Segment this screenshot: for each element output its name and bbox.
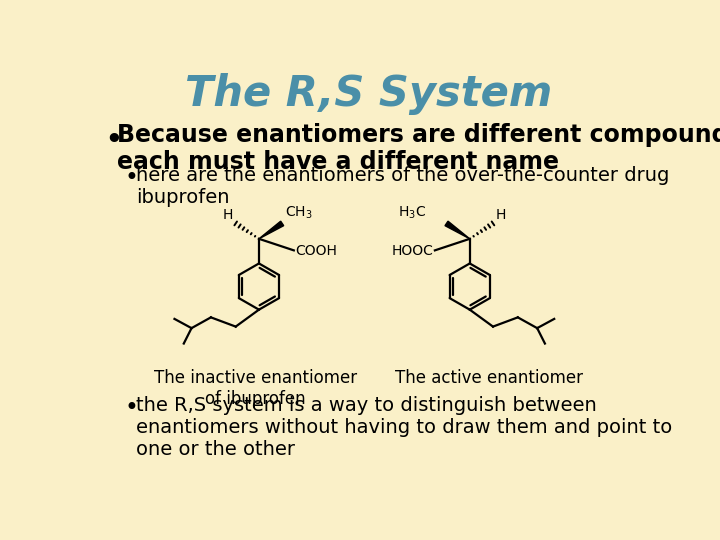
Text: H: H	[222, 208, 233, 222]
Text: •: •	[125, 396, 139, 420]
Text: H$_3$C: H$_3$C	[398, 205, 426, 221]
Text: the R,S system is a way to distinguish between
enantiomers without having to dra: the R,S system is a way to distinguish b…	[137, 396, 672, 459]
Polygon shape	[259, 221, 284, 239]
Text: HOOC: HOOC	[392, 244, 433, 258]
Text: The R,S System: The R,S System	[185, 73, 553, 115]
Text: CH$_3$: CH$_3$	[284, 205, 312, 221]
Text: Because enantiomers are different compounds,
each must have a different name: Because enantiomers are different compou…	[117, 123, 720, 174]
Text: •: •	[104, 125, 122, 156]
Text: The inactive enantiomer
of ibuprofen: The inactive enantiomer of ibuprofen	[153, 369, 356, 408]
Text: COOH: COOH	[295, 244, 337, 258]
Text: •: •	[125, 166, 139, 191]
Text: here are the enantiomers of the over-the-counter drug
ibuprofen: here are the enantiomers of the over-the…	[137, 166, 670, 207]
Polygon shape	[445, 221, 469, 239]
Text: The active enantiomer: The active enantiomer	[395, 369, 583, 387]
Text: H: H	[495, 208, 505, 222]
